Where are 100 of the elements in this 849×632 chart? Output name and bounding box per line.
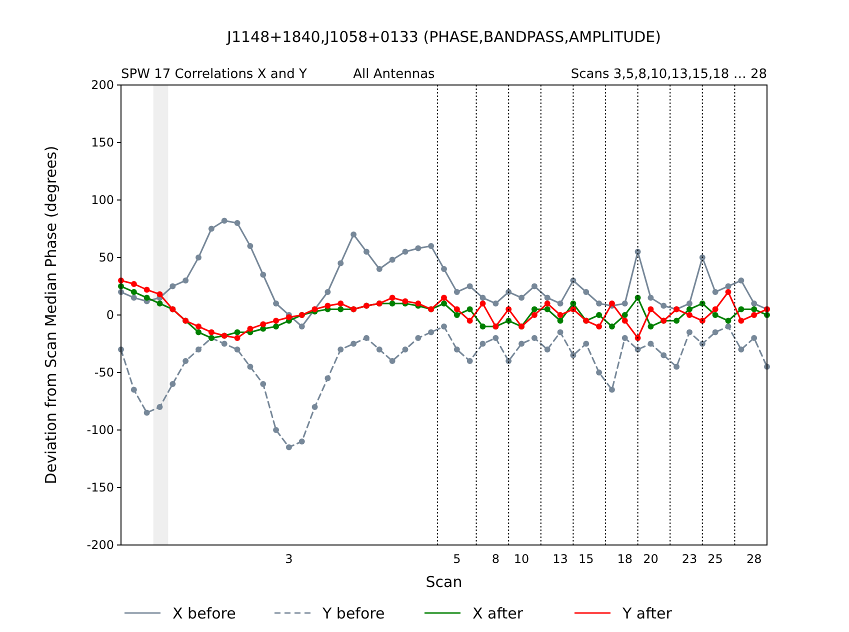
point [518,294,525,301]
point [648,294,654,301]
point [247,243,254,249]
point [674,364,680,370]
point [738,278,744,284]
point [144,294,150,301]
point [441,294,447,301]
point [389,294,396,301]
x-tick-label: 5 [453,552,461,566]
point [466,283,473,290]
point [338,300,344,306]
point [725,318,732,324]
point [402,346,408,352]
point [466,306,473,312]
legend-label: X after [472,604,524,622]
point [208,226,214,232]
y-tick-label: -150 [86,480,114,495]
point [338,306,344,312]
point [596,324,602,330]
point [196,329,202,336]
point [622,318,628,324]
point [557,300,564,306]
point [738,318,744,324]
point [596,312,602,318]
y-tick-label: 50 [98,250,114,265]
point [454,306,460,312]
point [686,312,692,318]
point [428,329,434,336]
x-tick-label: 28 [746,552,762,566]
legend-label: Y before [322,604,385,622]
point [441,300,447,306]
y-tick-label: -100 [86,423,114,438]
point [247,326,254,332]
point [298,324,305,330]
point [608,300,615,306]
point [130,386,137,393]
point [170,381,176,387]
point [699,254,706,260]
point [208,329,214,336]
point [751,335,758,341]
point [492,300,499,306]
point [402,298,408,304]
point [454,289,460,295]
point [428,243,434,249]
point [686,329,692,336]
point [454,346,460,352]
point [583,340,590,347]
point [273,300,280,306]
point [608,324,615,330]
point [544,294,550,301]
point [557,312,564,318]
point [350,340,357,347]
point [260,381,266,387]
point [196,254,202,260]
point [389,256,396,263]
legend-label: X before [172,604,236,622]
y-tick-label: 100 [91,193,114,208]
point [338,346,344,352]
point [389,358,396,364]
point [531,306,538,312]
x-tick-label: 8 [492,552,500,566]
point [608,386,615,393]
point [441,324,447,330]
point [144,410,150,416]
point [156,291,163,298]
x-tick-label: 10 [514,552,530,566]
point [492,335,499,341]
text: All Antennas [353,67,436,82]
point [234,335,240,341]
x-axis-title: Scan [426,573,462,591]
point [273,318,280,324]
point [725,283,732,290]
point [648,306,654,312]
x-tick-label: 25 [708,552,723,566]
point [363,248,370,255]
y-tick-label: 150 [91,136,114,150]
point [196,346,202,352]
point [130,289,137,295]
point [738,306,744,312]
point [234,220,240,226]
point [531,283,538,290]
x-tick-label: 20 [643,552,658,566]
point [324,302,331,309]
point [156,404,163,410]
point [260,272,266,278]
point [441,266,447,272]
point [234,346,240,352]
point [531,312,538,318]
point [712,306,718,312]
point [182,278,189,284]
point [725,324,732,330]
point [247,364,254,370]
point [273,324,280,330]
point [324,375,331,382]
point [506,358,512,364]
point [170,283,176,290]
point [686,300,692,306]
point [144,286,150,293]
legend-label: Y after [622,604,673,622]
point [751,312,758,318]
